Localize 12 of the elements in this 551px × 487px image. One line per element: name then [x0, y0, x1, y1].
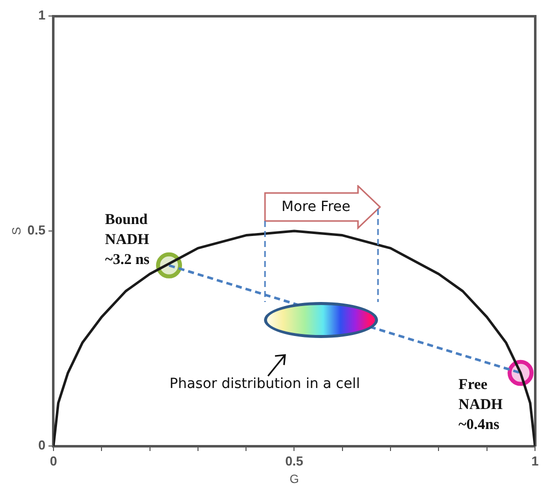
x-axis-title: G	[290, 472, 299, 486]
y-axis-title: S	[10, 226, 24, 236]
y-tick-label: 1	[38, 8, 46, 23]
x-tick-label: 1	[531, 453, 539, 468]
annotation: More Free	[282, 198, 350, 217]
annotation: Free NADH ~0.4ns	[458, 376, 503, 435]
y-tick-label: 0	[38, 438, 46, 453]
annotation: Bound NADH ~3.2 ns	[105, 211, 150, 270]
x-tick-label: 0.5	[285, 453, 304, 468]
x-tick-label: 0	[50, 453, 58, 468]
y-tick-label: 0.5	[27, 222, 46, 238]
annotation: Phasor distribution in a cell	[170, 375, 360, 394]
